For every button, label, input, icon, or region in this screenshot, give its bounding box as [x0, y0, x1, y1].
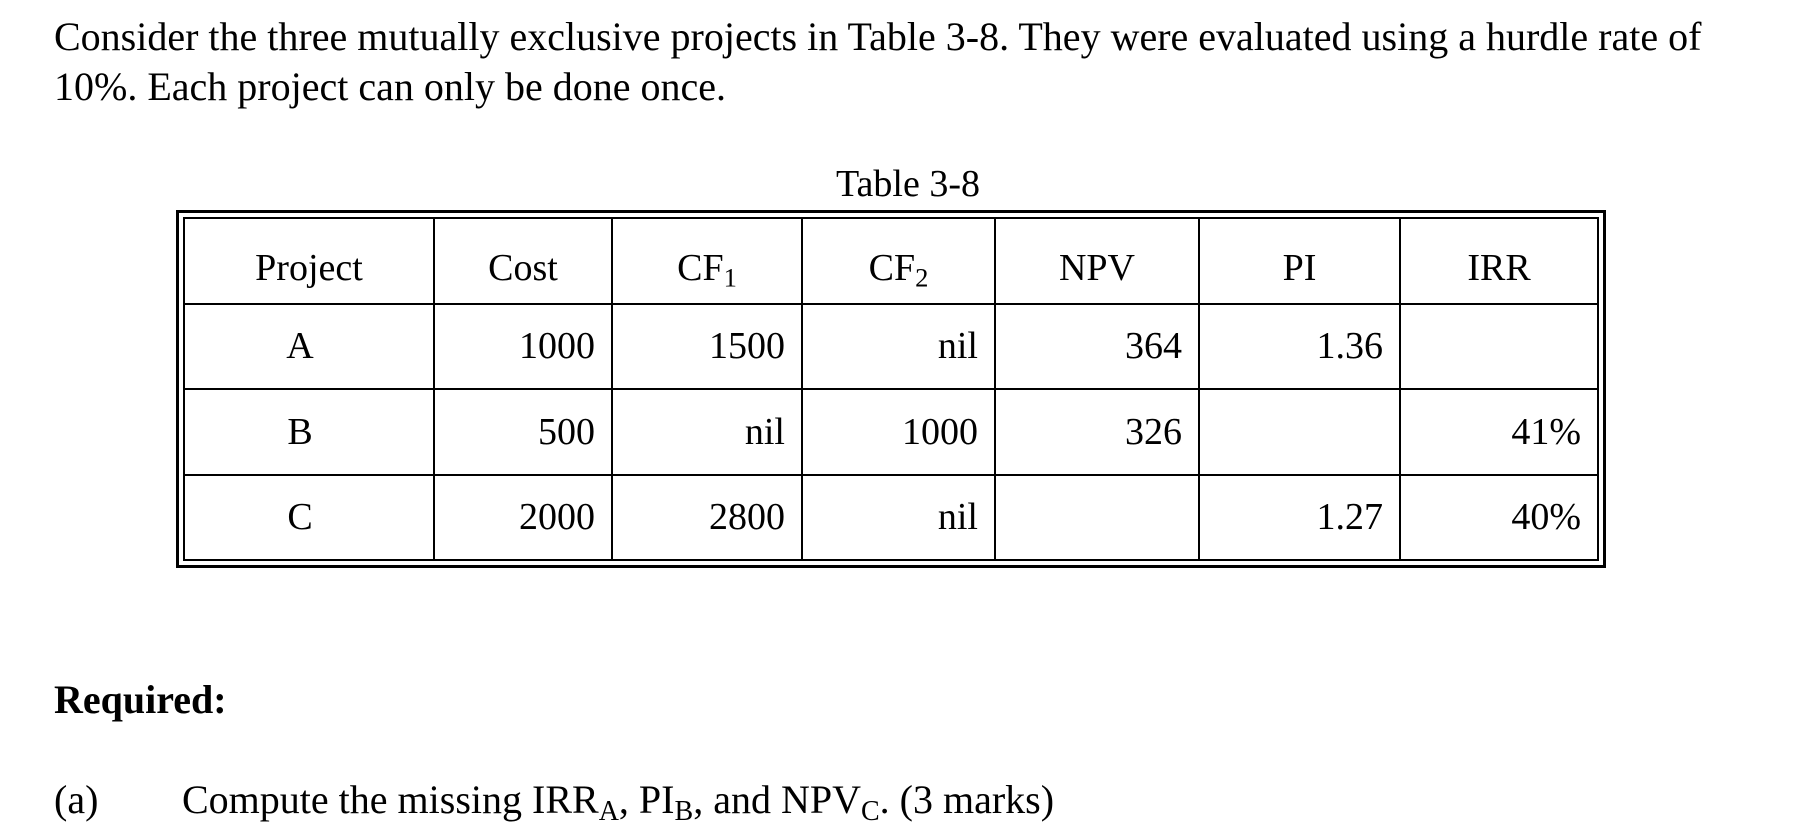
- cell-cf2: nil: [801, 302, 996, 390]
- question-a-sub-2: B: [674, 796, 694, 827]
- question-a-text-3: , and NPV: [693, 777, 861, 822]
- projects-table-frame: Project Cost CF1 CF2 NPV PI IRR A 1000 1…: [176, 210, 1606, 568]
- cell-irr: [1399, 302, 1599, 390]
- intro-paragraph: Consider the three mutually exclusive pr…: [54, 14, 1702, 109]
- header-project: Project: [183, 217, 435, 305]
- header-cf1-sub: 1: [723, 262, 737, 293]
- header-pi: PI: [1198, 217, 1401, 305]
- question-a: (a) Compute the missing IRRA, PIB, and NP…: [54, 776, 1055, 826]
- table-row: A 1000 1500 nil 364 1.36: [183, 302, 1599, 390]
- question-a-text-1: Compute the missing IRR: [182, 777, 599, 822]
- table-caption: Table 3-8: [0, 162, 1816, 206]
- cell-cost: 500: [433, 388, 613, 476]
- cell-project: A: [183, 302, 435, 390]
- header-irr: IRR: [1399, 217, 1599, 305]
- table-caption-text: Table 3-8: [835, 163, 980, 205]
- header-cf1-base: CF: [677, 246, 724, 289]
- cell-npv: 326: [994, 388, 1200, 476]
- header-cf2: CF2: [801, 217, 996, 305]
- cell-npv: 364: [994, 302, 1200, 390]
- question-a-sub-1: A: [598, 796, 619, 827]
- cell-irr: 41%: [1399, 388, 1599, 476]
- required-heading: Required:: [54, 677, 227, 722]
- question-a-sub-3: C: [860, 796, 880, 827]
- cell-cf1: 1500: [611, 302, 803, 390]
- cell-irr: 40%: [1399, 473, 1599, 561]
- cell-cost: 1000: [433, 302, 613, 390]
- cell-project: B: [183, 388, 435, 476]
- table-row: B 500 nil 1000 326 41%: [183, 388, 1599, 476]
- cell-cf1: nil: [611, 388, 803, 476]
- cell-cf1: 2800: [611, 473, 803, 561]
- header-cf2-sub: 2: [915, 262, 929, 293]
- cell-pi: 1.27: [1198, 473, 1401, 561]
- header-cost: Cost: [433, 217, 613, 305]
- table-row: C 2000 2800 nil 1.27 40%: [183, 473, 1599, 561]
- question-a-label: (a): [54, 777, 99, 822]
- question-a-text-2: , PI: [618, 777, 675, 822]
- cell-npv: [994, 473, 1200, 561]
- cell-cost: 2000: [433, 473, 613, 561]
- header-npv: NPV: [994, 217, 1200, 305]
- table-header-row: Project Cost CF1 CF2 NPV PI IRR: [183, 217, 1599, 305]
- cell-pi: 1.36: [1198, 302, 1401, 390]
- header-cf2-base: CF: [868, 246, 916, 289]
- header-cf1: CF1: [611, 217, 803, 305]
- projects-table: Project Cost CF1 CF2 NPV PI IRR A 1000 1…: [183, 217, 1599, 561]
- cell-project: C: [183, 473, 435, 561]
- question-a-text-4: . (3 marks): [879, 777, 1055, 822]
- cell-cf2: 1000: [801, 388, 996, 476]
- cell-pi: [1198, 388, 1401, 476]
- cell-cf2: nil: [801, 473, 996, 561]
